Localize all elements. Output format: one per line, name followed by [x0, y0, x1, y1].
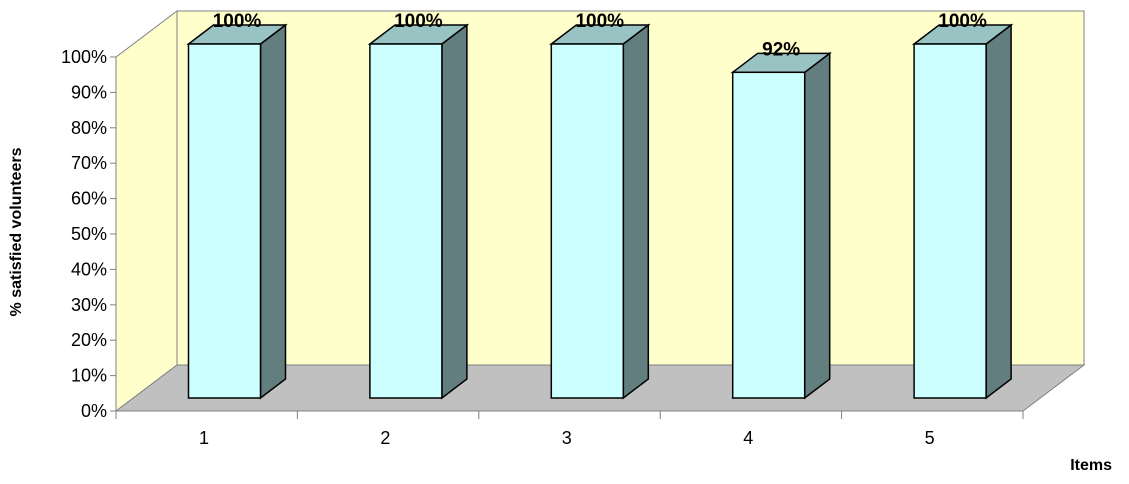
bar-side [441, 23, 468, 400]
y-tick-label: 30% [71, 295, 107, 315]
bar [549, 23, 651, 400]
y-tick-label: 100% [61, 47, 107, 67]
side-wall [115, 9, 178, 413]
y-tick-label: 60% [71, 189, 107, 209]
x-tick-label: 2 [380, 428, 390, 448]
y-tick-label: 40% [71, 259, 107, 279]
bar [730, 51, 832, 400]
data-label: 92% [762, 39, 800, 60]
y-tick-label: 0% [81, 401, 107, 421]
y-tick-label: 80% [71, 118, 107, 138]
bars [186, 23, 1014, 400]
bar-front [913, 43, 987, 399]
x-axis: 1 2 3 4 5 [115, 410, 1024, 448]
bar-side [622, 23, 650, 400]
bar-side [985, 23, 1012, 400]
x-axis-title: Items [1070, 457, 1112, 474]
bar-front [731, 71, 806, 399]
y-tick-label: 20% [71, 330, 107, 350]
data-label: 100% [213, 11, 262, 32]
data-label: 100% [938, 11, 987, 32]
bar-side [803, 51, 831, 400]
data-label: 100% [575, 11, 624, 32]
y-tick-label: 50% [71, 224, 107, 244]
y-axis-title: % satisfied volunteers [8, 147, 25, 316]
bar [186, 23, 288, 400]
y-axis: 0% 10% 20% 30% 40% 50% 60% 70% 80% 90% 100% [61, 47, 117, 421]
bar [911, 23, 1014, 400]
bar-front [369, 43, 443, 399]
x-tick-label: 4 [743, 428, 753, 448]
bar-front [550, 43, 625, 399]
x-tick-label: 3 [562, 428, 572, 448]
x-tick-label: 1 [199, 428, 209, 448]
data-label: 100% [394, 11, 443, 32]
y-tick-label: 90% [71, 82, 107, 102]
y-tick-label: 10% [71, 366, 107, 386]
data-labels: 100% 100% 100% 92% 100% [213, 11, 987, 60]
bar-front [187, 43, 262, 399]
x-tick-label: 5 [925, 428, 935, 448]
y-tick-label: 70% [71, 153, 107, 173]
bar-side [259, 23, 287, 400]
bar [367, 23, 470, 400]
